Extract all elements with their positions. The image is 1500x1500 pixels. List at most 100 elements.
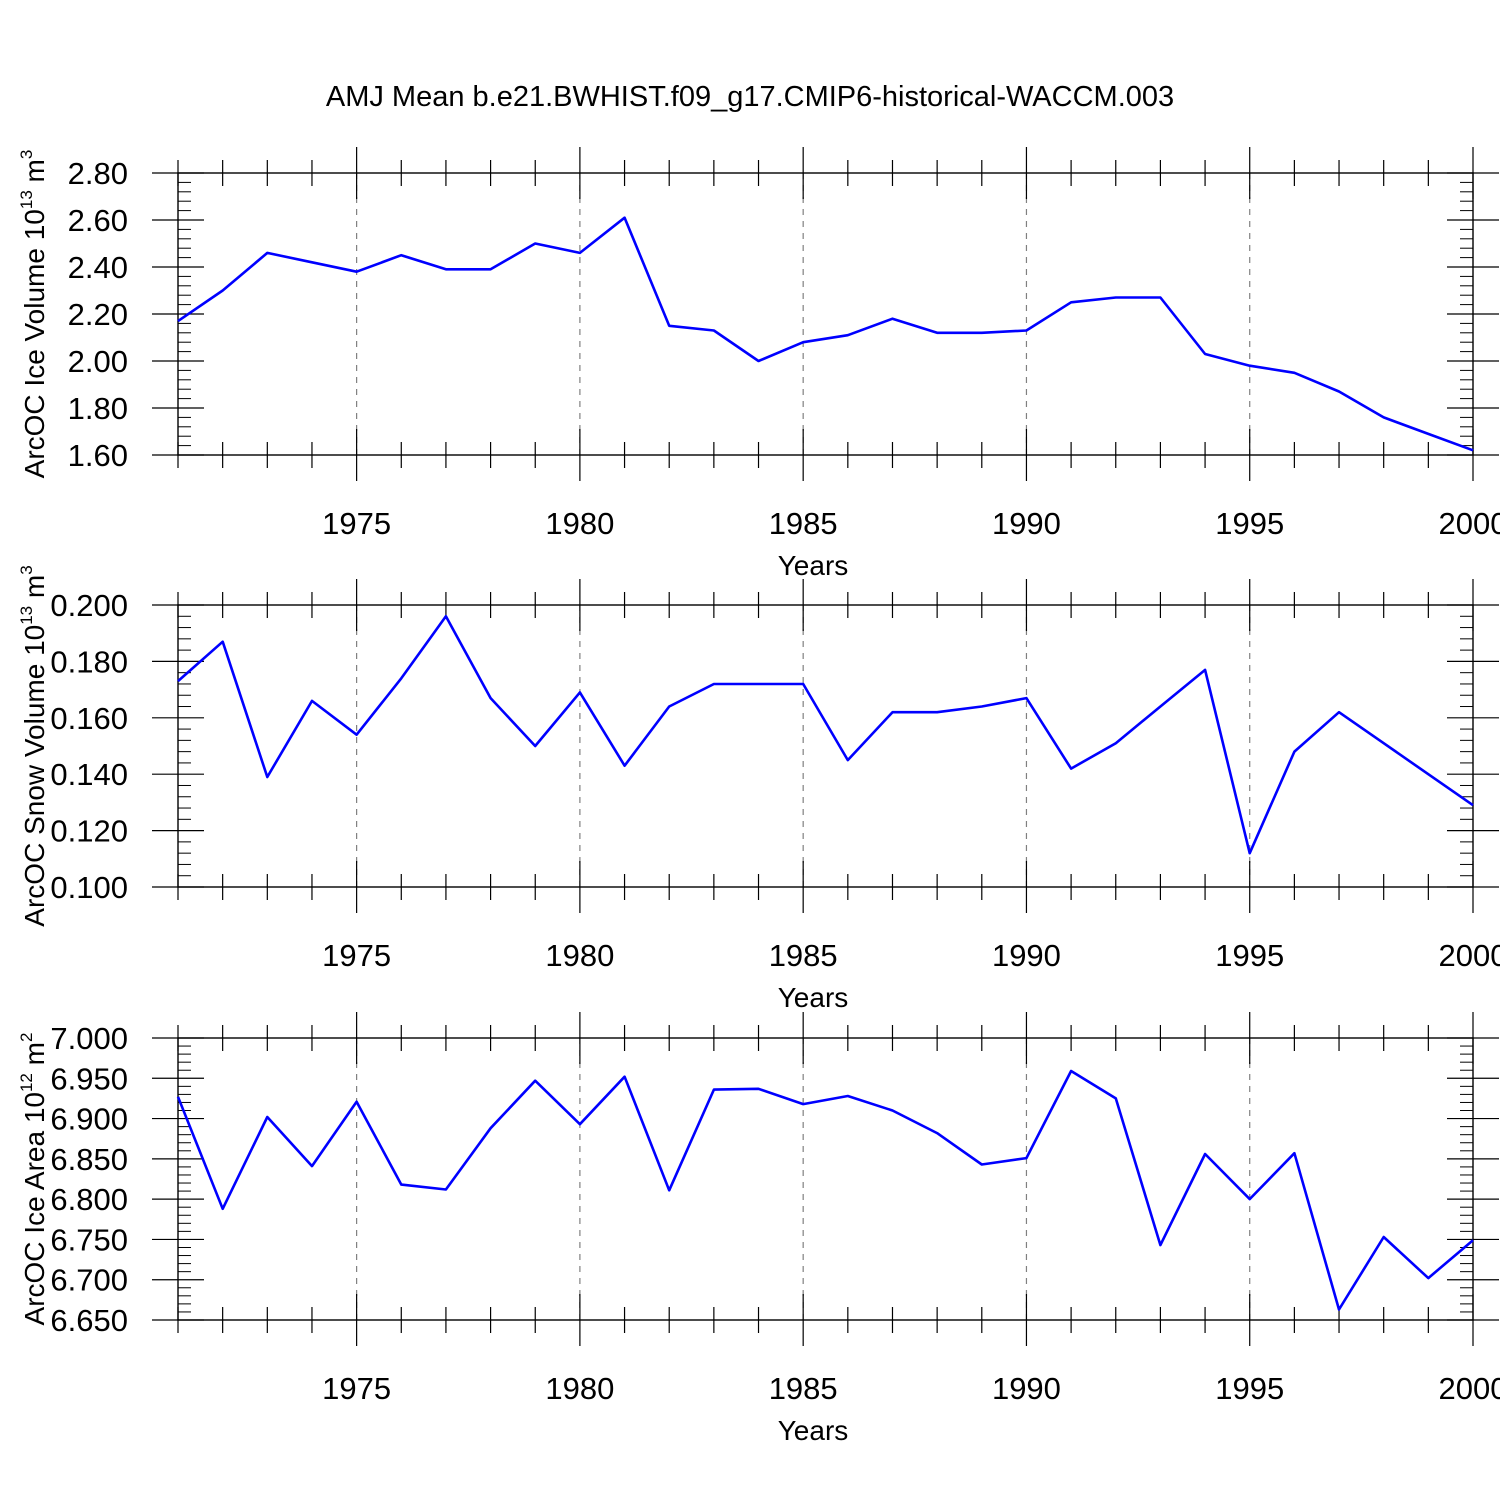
chart-2-data-point (533, 744, 537, 748)
chart-3-data-point (1337, 1308, 1341, 1312)
chart-3-data-point (846, 1094, 850, 1098)
chart-3-data-point (1382, 1235, 1386, 1239)
chart-3-data-point (757, 1087, 761, 1091)
chart-2-data-point (1203, 668, 1207, 672)
chart-2-data-point (1114, 741, 1118, 745)
chart-1-data-point (444, 267, 448, 271)
chart-2-data-point (846, 758, 850, 762)
chart-3-data-point (1114, 1096, 1118, 1100)
chart-2-data-point (980, 705, 984, 709)
chart-3-data-point (310, 1164, 314, 1168)
chart-3-data-point (1248, 1197, 1252, 1201)
chart-2-data-point (221, 640, 225, 644)
chart-2-ytick-label: 0.180 (50, 644, 128, 679)
chart-3-data-point (1203, 1152, 1207, 1156)
chart-2-data-point (444, 614, 448, 618)
chart-3-data-point (1292, 1151, 1296, 1155)
chart-1-data-point (846, 333, 850, 337)
chart-1-data-point (1382, 415, 1386, 419)
chart-1-data-point (801, 340, 805, 344)
chart-1-data-point (1203, 352, 1207, 356)
chart-1-data-point (221, 289, 225, 293)
chart-3-data-point (667, 1188, 671, 1192)
chart-2-series-line (177, 614, 1474, 855)
chart-2-data-point (1024, 696, 1028, 700)
chart-3-data-point (444, 1187, 448, 1191)
chart-2-data-point (1471, 803, 1475, 807)
chart-1-data-point (176, 319, 180, 323)
chart-3-data-point (221, 1207, 225, 1211)
chart-3-ytick-label: 6.950 (50, 1061, 128, 1096)
chart-3-data-point (623, 1075, 627, 1079)
chart-3-data-point (980, 1162, 984, 1166)
chart-3-data-point (712, 1088, 716, 1092)
chart-3-data-point (1426, 1276, 1430, 1280)
chart-2-data-point (1382, 741, 1386, 745)
chart-1-xtick-label: 1985 (769, 506, 838, 541)
chart-2-data-point (1158, 705, 1162, 709)
chart-2-data-point (667, 705, 671, 709)
chart-3-data-point (399, 1183, 403, 1187)
chart-2-data-point (757, 682, 761, 686)
chart-1-data-point (712, 328, 716, 332)
chart-panels: 1.60 1.80 2.00 2.20 2.40 2.60 2.80 1975 1980 1985… (17, 147, 1500, 1446)
chart-3-data-point (578, 1122, 582, 1126)
chart-2-ylabel: ArcOC Snow Volume 1013 m3 (17, 565, 50, 926)
chart-3-ytick-label: 6.800 (50, 1182, 128, 1217)
chart-3-ytick-label: 7.000 (50, 1021, 128, 1056)
chart-2-data-point (355, 733, 359, 737)
chart-2-data-point (1337, 710, 1341, 714)
chart-1-data-point (1471, 448, 1475, 452)
chart-1-data-point (1158, 296, 1162, 300)
chart-1-ytick-label: 1.80 (68, 391, 128, 426)
chart-1-data-point (1426, 432, 1430, 436)
chart-3-data-point (801, 1102, 805, 1106)
chart-3-xtick-label: 1975 (322, 1371, 391, 1406)
chart-2-ytick-label: 0.120 (50, 814, 128, 849)
chart-2-data-point (399, 676, 403, 680)
chart-2-data-point (1426, 772, 1430, 776)
chart-3-data-point (1069, 1069, 1073, 1073)
chart-1-data-point (533, 242, 537, 246)
chart-3-xtick-label: 1995 (1215, 1371, 1284, 1406)
chart-2-data-point (890, 710, 894, 714)
chart-2-xtick-label: 1980 (545, 938, 614, 973)
chart-2-data-point (712, 682, 716, 686)
chart-2-ytick-label: 0.200 (50, 588, 128, 623)
chart-3-data-point (533, 1079, 537, 1083)
chart-3-ytick-label: 6.750 (50, 1222, 128, 1257)
chart-3-data-point (355, 1100, 359, 1104)
chart-1-ytick-label: 1.60 (68, 438, 128, 473)
chart-1-data-point (1114, 296, 1118, 300)
chart-1-data-point (399, 253, 403, 257)
chart-2-data-point (623, 764, 627, 768)
chart-3-ytick-label: 6.900 (50, 1102, 128, 1137)
chart-3-ylabel: ArcOC Ice Area 1012 m2 (17, 1033, 50, 1326)
chart-1-data-point (757, 359, 761, 363)
chart-1-data-point (1337, 390, 1341, 394)
chart-1-panel: 1.60 1.80 2.00 2.20 2.40 2.60 2.80 1975 1980 1985… (17, 147, 1500, 581)
chart-3-data-point (265, 1115, 269, 1119)
chart-2-panel: 0.100 0.120 0.140 0.160 0.180 0.200 1975 1980 19… (17, 565, 1500, 1013)
chart-3-xtick-label: 1990 (992, 1371, 1061, 1406)
chart-2-xtick-label: 1990 (992, 938, 1061, 973)
chart-1-xtick-label: 1975 (322, 506, 391, 541)
chart-2-ytick-label: 0.140 (50, 757, 128, 792)
chart-3-series-line (176, 1069, 1474, 1311)
chart-1-data-point (310, 260, 314, 264)
chart-1-data-point (980, 331, 984, 335)
chart-1-ytick-label: 2.40 (68, 250, 128, 285)
chart-1-data-point (265, 251, 269, 255)
chart-3-data-point (1471, 1238, 1475, 1242)
chart-1-ylabel: ArcOC Ice Volume 1013 m3 (17, 150, 50, 479)
chart-2-xtick-label: 1975 (322, 938, 391, 973)
chart-1-xtick-label: 1990 (992, 506, 1061, 541)
chart-2-data-point (265, 775, 269, 779)
chart-3-data-point (176, 1095, 180, 1099)
chart-2-xtick-label: 2000 (1439, 938, 1500, 973)
chart-3-panel: 6.650 6.700 6.750 6.800 6.850 6.900 6.950 7.000… (17, 1012, 1500, 1446)
chart-2-data-point (310, 699, 314, 703)
chart-2-data-point (489, 696, 493, 700)
chart-1-xtick-label: 1980 (545, 506, 614, 541)
